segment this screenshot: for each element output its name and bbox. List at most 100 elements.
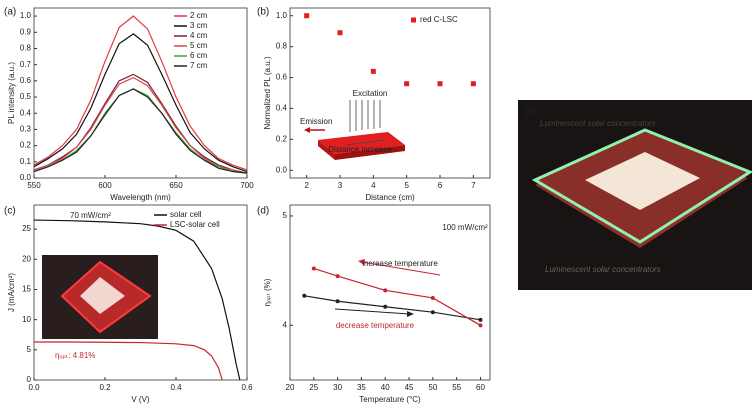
inset-photo [42, 255, 158, 339]
annotation: Emission [300, 117, 332, 126]
point [430, 295, 435, 300]
point [383, 288, 388, 293]
photo: (e) Luminescent solar concentrators Lumi… [518, 100, 754, 290]
point [478, 317, 483, 322]
legend-label: 3 cm [190, 21, 208, 30]
legend-label: solar cell [170, 210, 202, 219]
panel-label: (c) [4, 206, 16, 217]
annotation: ηₒₚₜ: 4.81% [55, 351, 95, 360]
point [304, 13, 310, 19]
legend-label: 6 cm [190, 51, 208, 60]
point [430, 310, 435, 315]
x-tick-label: 0.0 [28, 383, 40, 392]
y-tick-label: 1.0 [20, 11, 32, 20]
inset-diagram [304, 100, 405, 160]
x-tick-label: 3 [338, 181, 343, 190]
x-tick-label: 650 [169, 181, 183, 190]
y-tick-label: 0 [27, 375, 32, 384]
panel-label: (e) [525, 107, 537, 118]
y-tick-label: 0.8 [20, 44, 32, 53]
series-label: decrease temperature [336, 321, 415, 330]
y-tick-label: 0.1 [20, 157, 32, 166]
legend-label: 5 cm [190, 41, 208, 50]
x-tick-label: 6 [438, 181, 443, 190]
point [478, 323, 483, 328]
x-axis-label: Distance (cm) [365, 193, 415, 202]
y-axis-label: J (mA/cm²) [7, 273, 16, 312]
y-tick-label: 0.2 [20, 141, 32, 150]
x-tick-label: 30 [333, 383, 342, 392]
point [302, 293, 307, 298]
y-tick-label: 0.3 [20, 125, 32, 134]
x-tick-label: 55 [452, 383, 461, 392]
line [33, 73, 248, 174]
line [33, 88, 248, 174]
x-tick-label: 5 [404, 181, 409, 190]
photo-text: Luminescent solar concentrators [545, 265, 661, 274]
y-tick-label: 0.7 [20, 60, 32, 69]
annotation: Excitation [353, 89, 388, 98]
line [33, 76, 248, 174]
panel-label: (a) [4, 7, 16, 18]
y-tick-label: 20 [22, 254, 31, 263]
x-tick-label: 40 [381, 383, 390, 392]
series-label: increase temperature [362, 259, 438, 268]
point [470, 81, 476, 87]
y-tick-label: 0.4 [276, 104, 288, 113]
y-tick-label: 0.4 [20, 108, 32, 117]
y-tick-label: 10 [22, 315, 31, 324]
annotation: 100 mW/cm² [442, 223, 488, 232]
point [383, 304, 388, 309]
x-tick-label: 25 [309, 383, 318, 392]
annotation: 70 mW/cm² [70, 211, 111, 220]
annotation: Distance increase [328, 145, 392, 154]
line [33, 15, 248, 171]
y-axis-label: ηₒₚₜ (%) [263, 278, 272, 306]
arrows [334, 259, 441, 317]
x-tick-label: 45 [405, 383, 414, 392]
point [337, 30, 343, 36]
legend-label: 7 cm [190, 61, 208, 70]
point [335, 274, 340, 279]
y-tick-label: 5 [27, 345, 32, 354]
x-tick-label: 0.4 [170, 383, 182, 392]
y-axis-label: PL intensity (a.u.) [7, 62, 16, 124]
line [304, 295, 481, 321]
panel-label: (d) [257, 206, 269, 217]
point [437, 81, 443, 87]
y-tick-label: 1.0 [276, 11, 288, 20]
x-axis-label: Temperature (°C) [359, 395, 421, 404]
y-tick-label: 5 [283, 211, 288, 220]
x-tick-label: 4 [371, 181, 376, 190]
legend-marker [411, 17, 416, 23]
plot-frame [33, 7, 248, 179]
x-axis-label: Wavelength (nm) [110, 193, 171, 202]
point [370, 68, 376, 74]
x-tick-label: 550 [27, 181, 41, 190]
point [335, 299, 340, 304]
photo-text: Luminescent solar concentrators [540, 119, 656, 128]
x-tick-label: 60 [476, 383, 485, 392]
line [33, 219, 241, 381]
x-tick-label: 700 [240, 181, 254, 190]
y-tick-label: 0.6 [276, 73, 288, 82]
legend-label: 4 cm [190, 31, 208, 40]
y-tick-label: 0.0 [20, 173, 32, 182]
x-tick-label: 0.6 [241, 383, 253, 392]
y-tick-label: 0.0 [276, 165, 288, 174]
x-axis-label: V (V) [131, 395, 150, 404]
plot-frame [289, 204, 491, 381]
x-tick-label: 50 [428, 383, 437, 392]
y-tick-label: 0.5 [20, 92, 32, 101]
y-tick-label: 15 [22, 285, 31, 294]
y-tick-label: 0.2 [276, 134, 288, 143]
plot-frame [289, 7, 491, 179]
y-axis-label: Normalized PL (a.u.) [263, 56, 272, 129]
y-tick-label: 4 [283, 320, 288, 329]
y-tick-label: 0.6 [20, 76, 32, 85]
y-tick-label: 25 [22, 224, 31, 233]
legend-label: 2 cm [190, 11, 208, 20]
line [33, 88, 248, 174]
x-tick-label: 7 [471, 181, 476, 190]
